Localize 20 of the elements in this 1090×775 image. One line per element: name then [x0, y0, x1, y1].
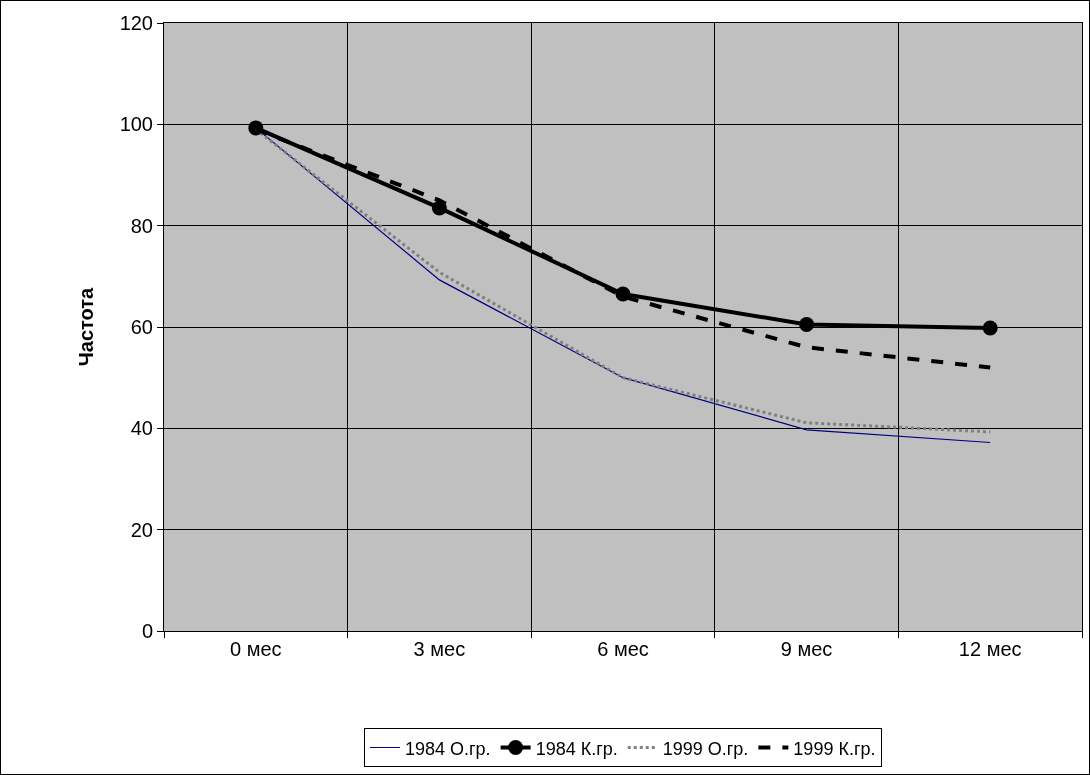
y-tick-label: 120: [119, 12, 153, 34]
x-tick-label: 9 мес: [780, 638, 833, 660]
y-axis-title: Частота: [75, 286, 98, 367]
legend-label: 1984 К.гр.: [535, 738, 618, 759]
legend-label: 1984 О.гр.: [405, 738, 491, 759]
x-tick-label: 6 мес: [597, 638, 649, 660]
point: [799, 316, 815, 332]
y-tick-label: 0: [141, 620, 153, 642]
point: [615, 286, 631, 302]
x-tick-label: 3 мес: [413, 638, 466, 660]
y-tick-label: 80: [130, 214, 153, 237]
x-tick-label: 0 мес: [230, 638, 282, 660]
y-tick-label: 100: [119, 113, 153, 136]
x-tick-label: 12 мес: [958, 638, 1022, 660]
y-tick-label: 60: [130, 316, 153, 338]
point: [982, 320, 998, 336]
legend-label: 1999 О.гр.: [662, 738, 749, 759]
y-tick-label: 40: [130, 417, 153, 440]
y-tick-label: 20: [130, 518, 153, 541]
legend-label: 1999 К.гр.: [793, 738, 876, 759]
